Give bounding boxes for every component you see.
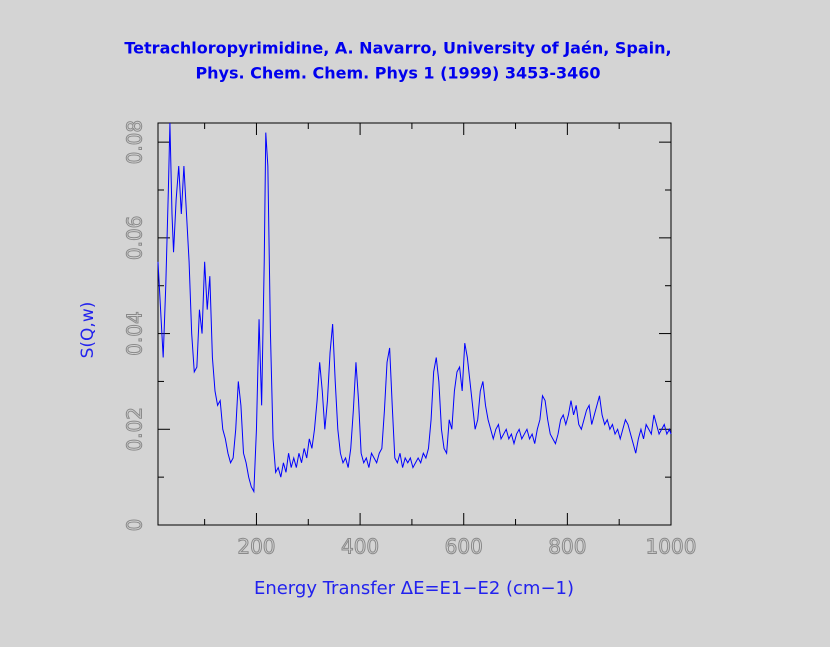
y-tick-label: 0.02 <box>123 407 147 452</box>
y-tick-label: 0.04 <box>123 311 147 356</box>
x-tick-label: 800 <box>548 535 586 559</box>
plot-frame <box>157 122 672 526</box>
y-tick-label: 0.08 <box>123 120 147 165</box>
x-axis-label: Energy Transfer ΔE=E1−E2 (cm−1) <box>254 578 574 599</box>
x-tick-label: 200 <box>237 535 275 559</box>
y-tick-label: 0 <box>123 519 147 532</box>
x-tick-label: 400 <box>341 535 379 559</box>
x-tick-label: 1000 <box>646 535 697 559</box>
y-tick-label: 0.06 <box>123 216 147 261</box>
x-tick-label: 600 <box>445 535 483 559</box>
data-line <box>157 122 672 494</box>
y-axis-label: S(Q,w) <box>78 302 98 359</box>
chart-title: Tetrachloropyrimidine, A. Navarro, Unive… <box>124 39 671 58</box>
chart-title: Phys. Chem. Chem. Phys 1 (1999) 3453-346… <box>195 64 600 83</box>
